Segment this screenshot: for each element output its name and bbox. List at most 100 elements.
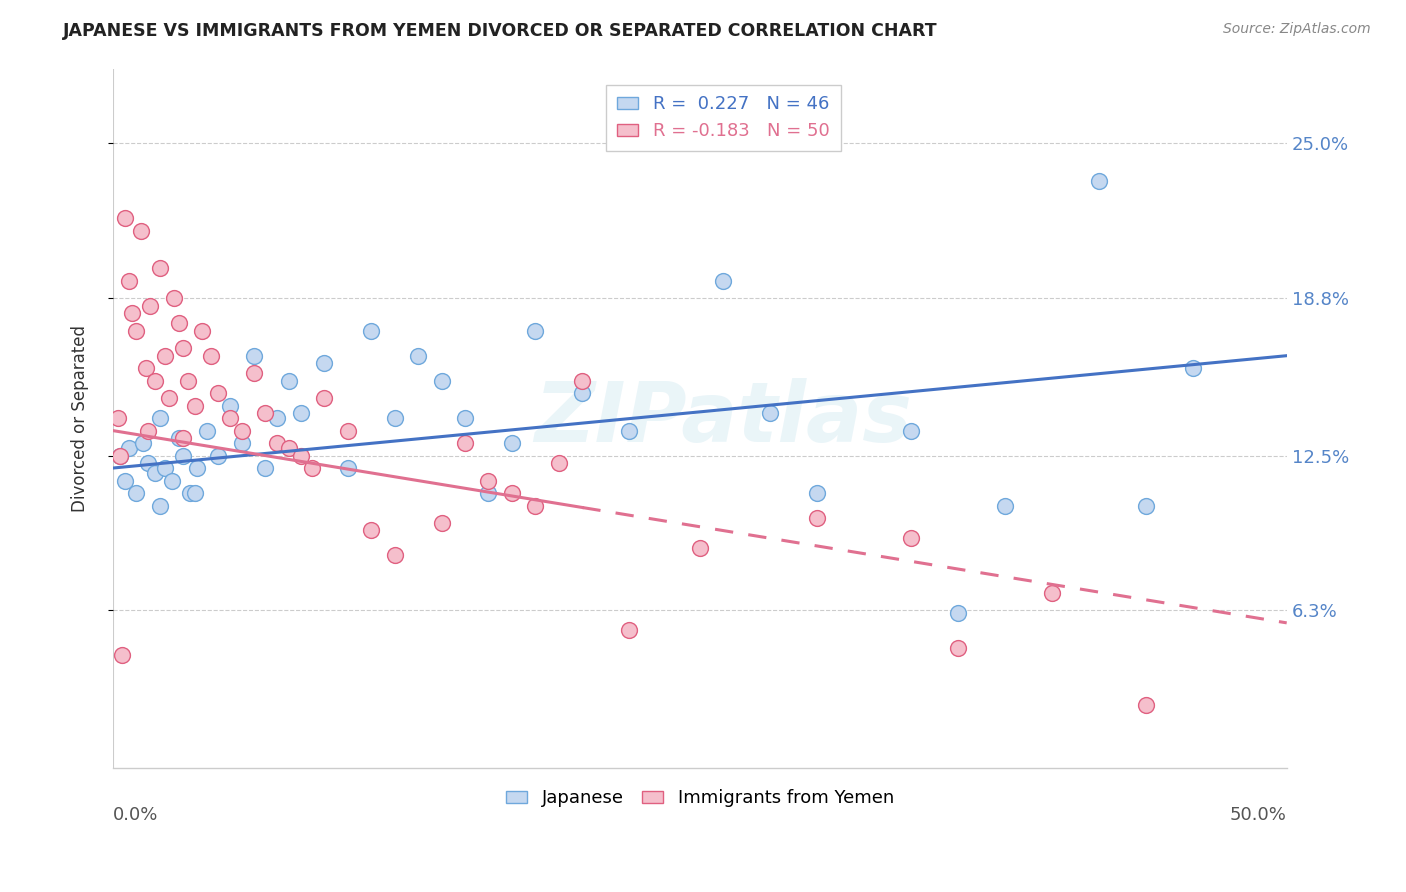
Point (108, 449, 131, 463)
Point (1135, 499, 1157, 513)
Point (619, 624, 641, 638)
Text: 0.0%: 0.0% (112, 806, 159, 824)
Point (118, 274, 141, 288)
Point (277, 374, 299, 388)
Point (266, 411, 288, 425)
Point (231, 424, 253, 438)
Point (136, 456, 159, 470)
Point (1181, 361, 1204, 376)
Point (290, 406, 312, 420)
Point (231, 436, 253, 450)
Point (143, 466, 166, 480)
Text: 50.0%: 50.0% (1230, 806, 1286, 824)
Point (242, 366, 264, 380)
Point (314, 356, 336, 370)
Point (759, 406, 782, 420)
Point (242, 349, 264, 363)
Point (132, 436, 155, 450)
Point (219, 399, 242, 413)
Point (548, 456, 571, 470)
Point (121, 306, 143, 320)
Point (1088, 174, 1111, 188)
Point (153, 461, 176, 475)
Point (200, 349, 222, 363)
Point (524, 324, 547, 338)
Point (314, 391, 336, 405)
Point (290, 449, 312, 463)
Point (186, 461, 208, 475)
Point (994, 499, 1017, 513)
Point (406, 349, 429, 363)
Point (111, 648, 134, 663)
Point (149, 499, 172, 513)
Text: ZIPatlas: ZIPatlas (534, 377, 912, 458)
Point (806, 486, 828, 500)
Point (477, 474, 499, 488)
Point (149, 411, 172, 425)
Point (184, 486, 207, 500)
Point (946, 606, 969, 620)
Point (501, 486, 523, 500)
Point (114, 474, 136, 488)
Point (360, 524, 382, 538)
Point (107, 411, 129, 425)
Point (149, 261, 172, 276)
Point (184, 399, 207, 413)
Point (195, 424, 218, 438)
Point (806, 511, 828, 525)
Point (139, 299, 162, 313)
Point (125, 324, 148, 338)
Point (946, 640, 969, 655)
Point (254, 406, 277, 420)
Point (454, 436, 477, 450)
Point (430, 516, 453, 530)
Point (454, 411, 477, 425)
Point (360, 324, 382, 338)
Point (266, 436, 288, 450)
Point (900, 531, 922, 545)
Point (157, 391, 180, 405)
Point (1040, 586, 1063, 600)
Point (384, 549, 406, 563)
Point (711, 274, 734, 288)
Point (143, 374, 166, 388)
Point (163, 291, 186, 305)
Point (619, 424, 641, 438)
Legend: Japanese, Immigrants from Yemen: Japanese, Immigrants from Yemen (498, 782, 901, 814)
Point (254, 461, 277, 475)
Point (114, 211, 136, 226)
Point (277, 441, 299, 455)
Point (125, 486, 148, 500)
Point (1135, 698, 1157, 713)
Point (172, 449, 194, 463)
Point (336, 461, 359, 475)
Point (207, 386, 229, 401)
Point (430, 374, 453, 388)
Point (172, 431, 194, 445)
Point (191, 324, 214, 338)
Point (167, 431, 190, 445)
Point (571, 374, 593, 388)
Point (207, 449, 229, 463)
Point (167, 316, 190, 330)
Y-axis label: Divorced or Separated: Divorced or Separated (72, 325, 89, 512)
Point (136, 424, 159, 438)
Point (477, 486, 499, 500)
Point (524, 499, 547, 513)
Point (219, 411, 242, 425)
Point (179, 486, 201, 500)
Point (571, 386, 593, 401)
Point (177, 374, 200, 388)
Point (135, 361, 157, 376)
Point (108, 449, 131, 463)
Point (501, 436, 523, 450)
Point (129, 224, 152, 238)
Point (900, 424, 922, 438)
Point (301, 461, 323, 475)
Text: JAPANESE VS IMMIGRANTS FROM YEMEN DIVORCED OR SEPARATED CORRELATION CHART: JAPANESE VS IMMIGRANTS FROM YEMEN DIVORC… (63, 22, 938, 40)
Point (689, 541, 711, 555)
Point (153, 349, 176, 363)
Point (336, 424, 359, 438)
Point (160, 474, 183, 488)
Text: Source: ZipAtlas.com: Source: ZipAtlas.com (1223, 22, 1371, 37)
